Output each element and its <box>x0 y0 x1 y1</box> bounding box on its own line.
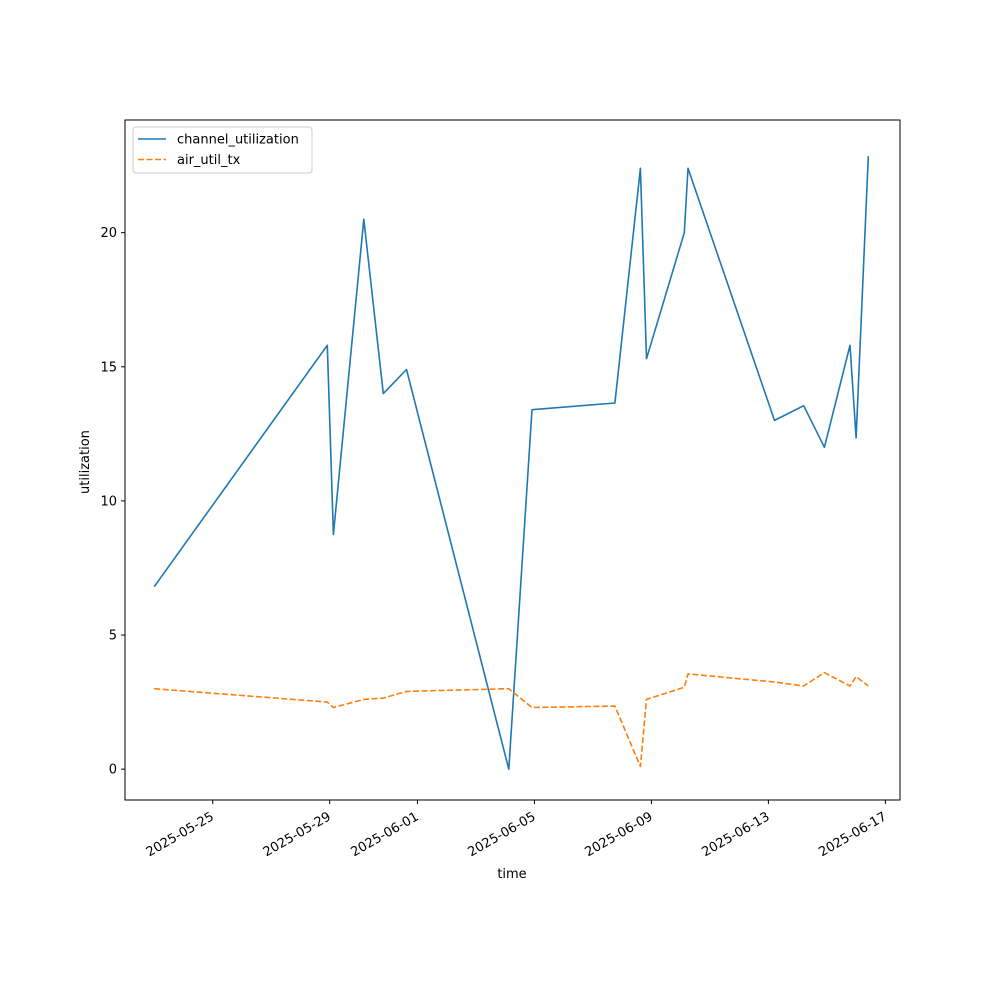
x-axis-label: time <box>497 867 526 882</box>
y-tick-label: 15 <box>100 360 117 375</box>
legend-box <box>132 126 313 174</box>
series-line-air-util-tx <box>154 671 869 768</box>
y-axis: 0 5 10 15 20 <box>100 226 125 778</box>
y-tick-label: 10 <box>100 494 117 509</box>
legend-label: channel_utilization <box>177 133 299 148</box>
y-tick-label: 5 <box>109 629 117 644</box>
y-tick-label: 20 <box>100 226 117 241</box>
legend: channel_utilization air_util_tx <box>132 126 313 174</box>
y-axis-label: utilization <box>78 430 93 494</box>
y-tick-label: 0 <box>109 763 117 778</box>
legend-label: air_util_tx <box>177 153 241 168</box>
plot-frame <box>124 119 901 801</box>
series-layer <box>153 156 870 771</box>
series-line-channel-utilization <box>153 156 870 771</box>
